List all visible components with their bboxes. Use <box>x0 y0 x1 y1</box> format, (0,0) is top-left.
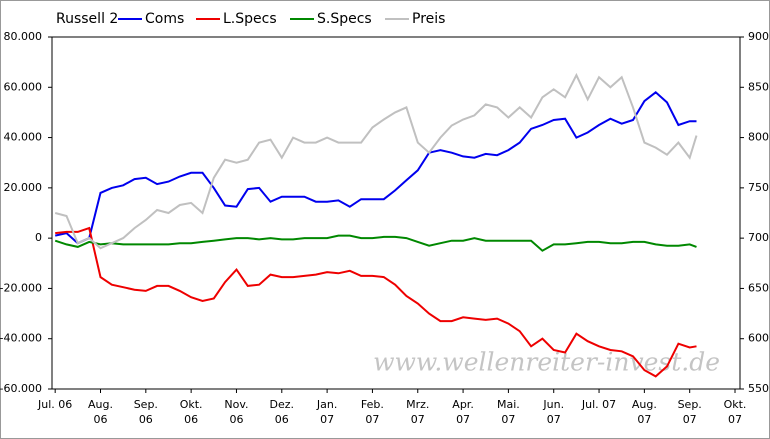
x-tick-label: Aug. 06 <box>87 398 113 426</box>
y-tick-label: -60.000 <box>0 382 42 395</box>
x-tick-label: Sep. 06 <box>133 398 158 426</box>
watermark: www.wellenreiter-invest.de <box>373 348 720 377</box>
x-tick-label: Mai. 07 <box>496 398 520 426</box>
x-tick-label: Sep. 07 <box>677 398 702 426</box>
x-tick-label: Jan. 07 <box>316 398 338 426</box>
y-tick-label: 60.000 <box>4 80 43 93</box>
y2-tick-label: 750 <box>748 181 769 194</box>
x-tick-label: Okt. 07 <box>723 398 747 426</box>
legend-label: Coms <box>145 11 184 27</box>
legend-label: L.Specs <box>223 11 277 27</box>
y2-tick-label: 800 <box>748 131 769 144</box>
plot-area <box>54 72 698 378</box>
series-line <box>55 226 697 378</box>
y-tick-label: 0 <box>35 231 42 244</box>
legend-label: S.Specs <box>317 11 372 27</box>
legend: Russell 2 Coms L.Specs S.Specs Preis <box>56 11 445 27</box>
y2-tick-label: 600 <box>748 332 769 345</box>
series-line <box>54 234 697 252</box>
legend-title: Russell 2 <box>56 11 118 27</box>
y-tick-label: -20.000 <box>0 281 42 294</box>
y-tick-label: 80.000 <box>4 30 43 43</box>
series-line <box>54 90 697 245</box>
y2-tick-label: 650 <box>748 281 769 294</box>
x-tick-label: Apr. 07 <box>452 398 474 426</box>
y-tick-label: 40.000 <box>4 131 43 144</box>
series-line <box>54 72 698 250</box>
x-tick-label: Jul. 07 <box>581 398 617 411</box>
legend-label: Preis <box>412 11 445 27</box>
y2-tick-label: 900 <box>748 30 769 43</box>
y-tick-label: -40.000 <box>0 332 42 345</box>
y2-tick-label: 700 <box>748 231 769 244</box>
x-tick-label: Jun. 07 <box>543 398 565 426</box>
x-tick-label: Okt. 06 <box>179 398 203 426</box>
x-tick-label: Nov. 06 <box>224 398 249 426</box>
x-tick-label: Aug. 07 <box>631 398 657 426</box>
x-tick-label: Mrz. 07 <box>406 398 430 426</box>
x-tick-label: Feb. 07 <box>360 398 384 426</box>
x-tick-label: Jul. 06 <box>38 398 73 411</box>
plot-border <box>51 36 741 390</box>
y2-tick-label: 550 <box>748 382 769 395</box>
y2-tick-label: 850 <box>748 80 769 93</box>
x-tick-label: Dez. 06 <box>269 398 295 426</box>
y-tick-label: 20.000 <box>4 181 43 194</box>
